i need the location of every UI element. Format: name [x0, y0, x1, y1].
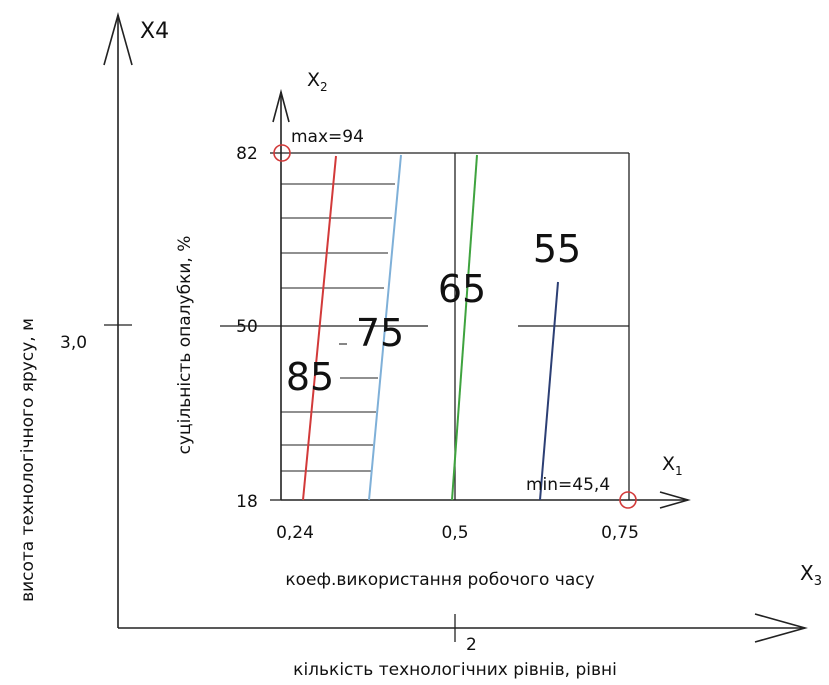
- x3-axis-name: X3: [800, 561, 822, 589]
- x2-axis-name: X2: [307, 69, 328, 94]
- x1-tick-024: 0,24: [276, 523, 314, 543]
- plot-frame: [220, 152, 630, 500]
- x2-axis: [270, 88, 290, 501]
- x4-axis-label: висота технологічного ярусу, м: [18, 318, 38, 602]
- x2-axis-label: суцільність опалубки, %: [175, 236, 195, 455]
- x2-tick-82: 82: [236, 144, 258, 164]
- contour-line-85: [302, 155, 337, 501]
- x2-tick-18: 18: [236, 492, 258, 512]
- max-marker: [273, 144, 291, 162]
- x4-axis-name: X4: [140, 19, 169, 44]
- contour-label-55: 55: [533, 227, 581, 271]
- x4-tick-label: 3,0: [60, 333, 87, 353]
- x1-axis-label: коеф.використання робочого часу: [285, 570, 594, 590]
- x3-tick-label: 2: [466, 635, 477, 655]
- x3-axis: [118, 613, 808, 643]
- min-annotation: min=45,4: [526, 475, 610, 495]
- max-annotation: max=94: [291, 127, 364, 147]
- contour-label-65: 65: [438, 267, 486, 311]
- contour-label-85: 85: [286, 355, 334, 399]
- contour-line-75: [368, 154, 402, 501]
- x2-tick-50: 50: [236, 317, 258, 337]
- hatch-region: [281, 183, 395, 472]
- x1-axis-name: X1: [662, 453, 683, 478]
- contour-label-75: 75: [356, 311, 404, 355]
- contour-line-55: [539, 281, 559, 501]
- x4-axis: [103, 12, 133, 628]
- x1-tick-075: 0,75: [601, 523, 639, 543]
- x1-tick-05: 0,5: [441, 523, 468, 543]
- contour-line-65: [451, 154, 478, 501]
- x1-axis: [281, 491, 691, 509]
- min-marker: [619, 491, 637, 509]
- x3-axis-label: кількість технологічних рівнів, рівні: [293, 660, 617, 680]
